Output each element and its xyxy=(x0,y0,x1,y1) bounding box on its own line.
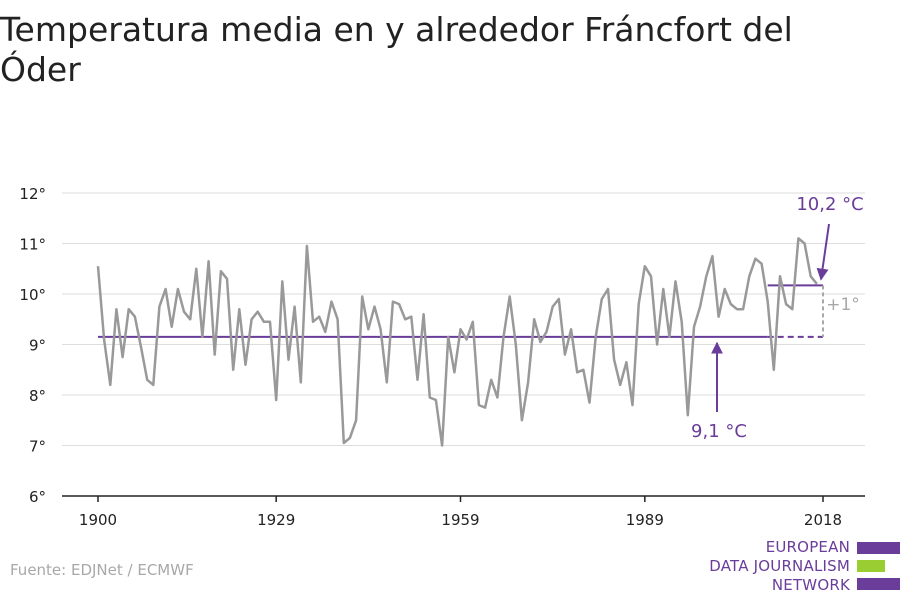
logo-bar-middle xyxy=(857,560,885,572)
logo-line-2: DATA JOURNALISM xyxy=(709,557,850,575)
axes xyxy=(62,495,865,502)
y-tick-label: 8° xyxy=(29,387,46,405)
x-tick-label: 1929 xyxy=(257,511,295,529)
y-tick-label: 6° xyxy=(29,488,46,506)
recent-mean-label: 10,2 °C xyxy=(796,194,863,215)
x-tick-label: 1900 xyxy=(79,511,117,529)
recent-mean-arrow xyxy=(816,223,830,281)
source-note: Fuente: EDJNet / ECMWF xyxy=(10,561,194,579)
x-tick-label: 1959 xyxy=(441,511,479,529)
x-axis-tick-labels: 1900 1929 1959 1989 2018 xyxy=(79,511,842,529)
logo-line-3: NETWORK xyxy=(771,576,850,594)
y-tick-label: 11° xyxy=(19,236,46,254)
temperature-series-line xyxy=(96,237,818,447)
y-tick-label: 9° xyxy=(29,337,46,355)
annotations: 10,2 °C 9,1 °C +1° xyxy=(691,194,864,442)
logo-bar-top xyxy=(857,542,900,554)
edjnet-logo[interactable]: EUROPEAN DATA JOURNALISM NETWORK xyxy=(700,538,900,598)
y-tick-label: 7° xyxy=(29,438,46,456)
logo-line-1: EUROPEAN xyxy=(765,538,850,556)
x-tick-label: 2018 xyxy=(804,511,842,529)
y-axis-tick-labels: 6° 7° 8° 9° 10° 11° 12° xyxy=(19,185,46,506)
gridlines xyxy=(62,192,865,446)
y-tick-label: 12° xyxy=(19,185,46,203)
y-tick-label: 10° xyxy=(19,286,46,304)
baseline-mean-label: 9,1 °C xyxy=(691,421,747,442)
delta-label: +1° xyxy=(826,295,860,315)
logo-bar-bottom xyxy=(857,578,900,590)
x-tick-label: 1989 xyxy=(626,511,664,529)
logo-text: EUROPEAN DATA JOURNALISM NETWORK xyxy=(709,538,850,595)
page-title: Temperatura media en y alrededor Fráncfo… xyxy=(0,10,793,89)
series-group xyxy=(96,237,818,447)
